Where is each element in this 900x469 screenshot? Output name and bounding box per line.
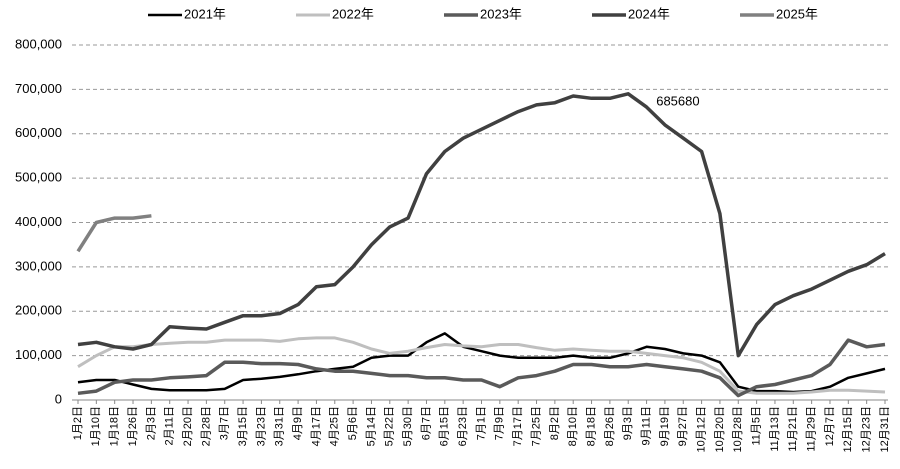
x-tick-label: 3月31日	[274, 406, 286, 446]
x-tick-label: 12月15日	[842, 406, 854, 452]
x-tick-label: 1月2日	[72, 406, 84, 440]
y-tick-label: 700,000	[15, 81, 62, 96]
x-tick-label: 4月17日	[310, 406, 322, 446]
series-line	[76, 214, 152, 253]
legend-label: 2022年	[332, 6, 374, 21]
y-tick-label: 200,000	[15, 303, 62, 318]
y-tick-label: 100,000	[15, 347, 62, 362]
y-tick-label: 800,000	[15, 36, 62, 51]
x-tick-label: 3月15日	[237, 406, 249, 446]
x-tick-label: 6月15日	[439, 406, 451, 446]
x-tick-label: 1月26日	[127, 406, 139, 446]
x-tick-label: 3月7日	[219, 406, 231, 440]
series-line	[77, 338, 886, 398]
annotation: 685680	[656, 93, 699, 108]
x-tick-label: 4月25日	[329, 406, 341, 446]
x-tick-label: 6月7日	[420, 406, 432, 440]
x-tick-label: 5月30日	[402, 406, 414, 446]
x-tick-label: 4月9日	[292, 406, 304, 440]
legend-label: 2024年	[628, 6, 670, 21]
x-tick-label: 1月10日	[90, 406, 102, 446]
y-tick-label: 0	[55, 391, 62, 406]
x-tick-label: 8月18日	[585, 406, 597, 446]
x-tick-label: 12月23日	[861, 406, 873, 452]
y-tick-label: 400,000	[15, 214, 62, 229]
series-line	[77, 336, 886, 395]
x-tick-label: 9月19日	[659, 406, 671, 446]
x-tick-label: 7月9日	[494, 406, 506, 440]
y-tick-label: 600,000	[15, 125, 62, 140]
x-tick-label: 12月31日	[879, 406, 891, 452]
x-tick-label: 8月26日	[604, 406, 616, 446]
legend-label: 2021年	[184, 6, 226, 21]
x-tick-label: 8月10日	[567, 406, 579, 446]
x-tick-label: 7月1日	[475, 406, 487, 440]
x-tick-label: 9月11日	[640, 406, 652, 446]
series-line	[77, 92, 886, 358]
x-tick-label: 8月2日	[549, 406, 561, 440]
x-tick-label: 2月11日	[164, 406, 176, 446]
x-tick-label: 2月3日	[145, 406, 157, 440]
x-tick-label: 11月29日	[806, 406, 818, 452]
x-tick-label: 10月20日	[714, 406, 726, 452]
x-tick-label: 2月20日	[182, 406, 194, 446]
legend-label: 2023年	[480, 6, 522, 21]
x-tick-label: 5月6日	[347, 406, 359, 440]
legend-label: 2025年	[776, 6, 818, 21]
x-tick-label: 2月28日	[200, 406, 212, 446]
x-tick-label: 7月17日	[512, 406, 524, 446]
x-tick-label: 11月13日	[769, 406, 781, 452]
x-tick-label: 5月14日	[365, 406, 377, 446]
x-tick-label: 11月5日	[751, 406, 763, 446]
x-tick-label: 5月22日	[384, 406, 396, 446]
x-tick-label: 10月28日	[732, 406, 744, 452]
y-tick-label: 500,000	[15, 170, 62, 185]
x-tick-label: 10月12日	[695, 406, 707, 452]
x-tick-label: 9月27日	[677, 406, 689, 446]
x-tick-label: 3月23日	[255, 406, 267, 446]
y-tick-label: 300,000	[15, 258, 62, 273]
x-tick-label: 11月21日	[787, 406, 799, 452]
x-tick-label: 6月23日	[457, 406, 469, 446]
x-tick-label: 12月7日	[824, 406, 836, 446]
x-tick-label: 7月25日	[530, 406, 542, 446]
x-tick-label: 9月3日	[622, 406, 634, 440]
x-tick-label: 1月18日	[109, 406, 121, 446]
